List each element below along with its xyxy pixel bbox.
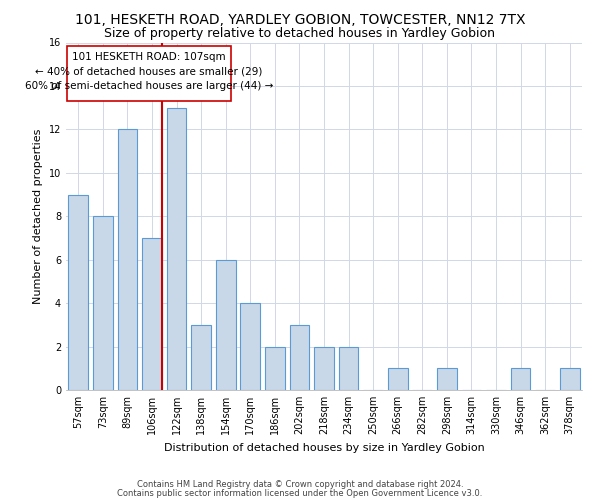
Bar (191, 325, 211, 390)
Text: 60% of semi-detached houses are larger (44) →: 60% of semi-detached houses are larger (… (25, 80, 273, 90)
Bar (314, 346, 334, 390)
Bar (68, 194, 88, 390)
Text: 101 HESKETH ROAD: 107sqm: 101 HESKETH ROAD: 107sqm (72, 52, 226, 62)
Text: Contains public sector information licensed under the Open Government Licence v3: Contains public sector information licen… (118, 490, 482, 498)
Bar (216, 260, 236, 390)
Bar (437, 368, 457, 390)
Bar (241, 303, 260, 390)
Text: Contains HM Land Registry data © Crown copyright and database right 2024.: Contains HM Land Registry data © Crown c… (137, 480, 463, 489)
Bar (118, 130, 137, 390)
Bar (560, 368, 580, 390)
Bar (290, 325, 309, 390)
Text: Size of property relative to detached houses in Yardley Gobion: Size of property relative to detached ho… (104, 28, 496, 40)
Bar (167, 108, 187, 390)
Bar (142, 238, 162, 390)
Text: ← 40% of detached houses are smaller (29): ← 40% of detached houses are smaller (29… (35, 66, 263, 76)
Bar (388, 368, 407, 390)
Bar (511, 368, 530, 390)
Text: 101, HESKETH ROAD, YARDLEY GOBION, TOWCESTER, NN12 7TX: 101, HESKETH ROAD, YARDLEY GOBION, TOWCE… (75, 12, 525, 26)
Bar (93, 216, 113, 390)
X-axis label: Distribution of detached houses by size in Yardley Gobion: Distribution of detached houses by size … (164, 442, 484, 452)
Bar (265, 346, 284, 390)
Y-axis label: Number of detached properties: Number of detached properties (33, 128, 43, 304)
Bar (339, 346, 358, 390)
Bar (67, 46, 230, 101)
